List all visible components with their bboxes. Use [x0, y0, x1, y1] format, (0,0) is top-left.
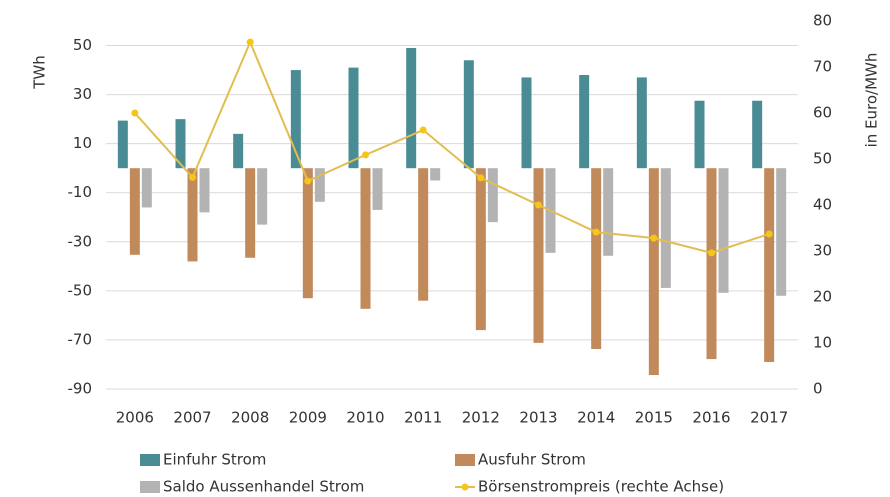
bar — [290, 70, 301, 169]
bar — [579, 74, 590, 169]
bar — [648, 168, 659, 376]
x-tick-label: 2008 — [231, 409, 269, 427]
bar — [718, 168, 729, 293]
y2-tick-label: 30 — [813, 242, 832, 260]
x-tick-label: 2016 — [692, 409, 730, 427]
bar — [187, 168, 198, 262]
bar — [406, 47, 417, 169]
x-tick-label: 2013 — [519, 409, 557, 427]
price-line — [134, 39, 770, 254]
bar — [117, 120, 128, 169]
price-marker — [592, 228, 600, 236]
legend-swatch — [455, 454, 475, 466]
x-tick-label: 2007 — [173, 409, 211, 427]
bar — [694, 100, 705, 169]
y2-tick-label: 10 — [813, 334, 832, 352]
y-tick-label: 10 — [73, 134, 92, 152]
y2-tick-label: 20 — [813, 288, 832, 306]
bar — [418, 168, 429, 301]
price-marker — [131, 109, 139, 117]
x-tick-label: 2009 — [289, 409, 327, 427]
y-tick-label: -70 — [68, 330, 93, 348]
bar — [764, 168, 775, 363]
y2-tick-label: 50 — [813, 150, 832, 168]
x-tick-label: 2006 — [116, 409, 154, 427]
legend-swatch — [140, 481, 160, 493]
legend-label: Saldo Aussenhandel Strom — [163, 478, 364, 496]
bar — [141, 168, 152, 208]
legend-swatch — [140, 454, 160, 466]
bar — [521, 77, 532, 169]
y-tick-label: -30 — [68, 232, 93, 250]
price-marker — [419, 126, 427, 134]
price-marker — [708, 249, 715, 257]
price-marker — [189, 173, 196, 181]
bar — [660, 168, 671, 288]
y2-tick-label: 80 — [813, 12, 832, 30]
bar — [752, 100, 763, 169]
y2-axis-label: in Euro/MWh — [863, 53, 881, 148]
legend-label: Börsenstrompreis (rechte Achse) — [478, 478, 724, 496]
bar — [245, 168, 256, 258]
bar — [430, 168, 441, 181]
bar — [302, 168, 313, 299]
y-tick-label: -10 — [68, 183, 93, 201]
legend-label: Einfuhr Strom — [163, 451, 266, 469]
price-marker — [477, 174, 485, 182]
legend-label: Ausfuhr Strom — [478, 451, 586, 469]
bar — [372, 168, 383, 210]
x-tick-label: 2017 — [750, 409, 788, 427]
bar — [776, 168, 787, 296]
bar — [706, 168, 717, 360]
bar — [314, 168, 325, 202]
y2-tick-label: 0 — [813, 380, 823, 398]
y2-tick-label: 40 — [813, 196, 832, 214]
bar — [487, 168, 498, 223]
y-axis-label: TWh — [31, 55, 49, 90]
bar — [360, 168, 371, 309]
price-marker — [246, 38, 254, 46]
price-marker — [765, 230, 773, 238]
bar — [603, 168, 614, 256]
bar — [175, 119, 186, 169]
bar — [636, 77, 647, 169]
bar — [475, 168, 486, 331]
y-tick-label: 30 — [73, 85, 92, 103]
bar — [233, 133, 244, 169]
bar — [533, 168, 544, 343]
bar — [199, 168, 210, 213]
x-tick-label: 2010 — [346, 409, 384, 427]
x-tick-label: 2011 — [404, 409, 442, 427]
price-marker — [304, 177, 312, 185]
legend-marker — [461, 483, 469, 491]
y-tick-label: -50 — [68, 281, 93, 299]
bar — [591, 168, 602, 350]
bar — [463, 60, 474, 169]
x-tick-label: 2014 — [577, 409, 615, 427]
price-marker — [650, 234, 658, 242]
y-tick-label: -90 — [68, 380, 93, 398]
bar — [348, 67, 359, 169]
bar — [257, 168, 268, 225]
y2-tick-label: 70 — [813, 58, 832, 76]
x-tick-label: 2012 — [462, 409, 500, 427]
price-marker — [535, 201, 542, 209]
y2-tick-label: 60 — [813, 104, 832, 122]
y-tick-label: 50 — [73, 36, 92, 54]
x-tick-label: 2015 — [635, 409, 673, 427]
bar — [129, 168, 140, 255]
price-marker — [362, 151, 369, 159]
